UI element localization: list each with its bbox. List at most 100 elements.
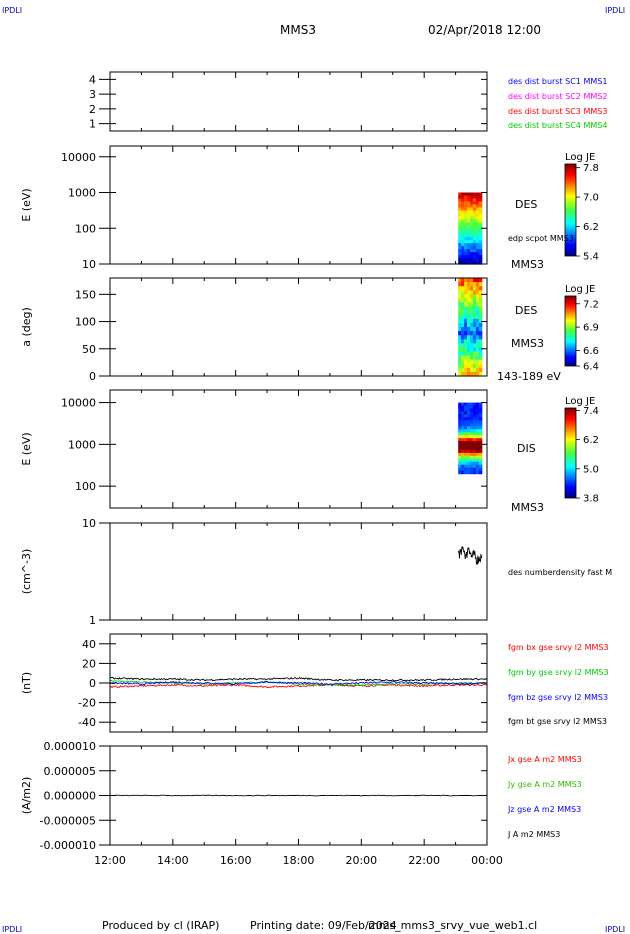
dis-energy-cell [464, 438, 468, 442]
dis-energy-cell [458, 405, 462, 410]
des-energy-cell [472, 237, 477, 241]
des-pitch-cell [475, 298, 480, 304]
dis-energy-cell [470, 467, 474, 472]
magnetic-field-ytick-label: 20 [82, 657, 96, 670]
des-energy-cell [464, 216, 468, 220]
des-pitch-cell [467, 322, 471, 328]
dis-energy-cell [478, 461, 483, 466]
des-pitch-cell [470, 363, 474, 369]
des-pitch-cell [475, 327, 480, 332]
footer-printing-date: Printing date: 09/Feb/2024 [250, 919, 397, 932]
des-pitch-cell [461, 331, 465, 336]
des-energy-cell [470, 213, 474, 217]
des-energy-cell [472, 225, 477, 229]
dis-energy-cell [478, 417, 483, 421]
current-density-legend-entry: Jy gse A m2 MMS3 [507, 780, 582, 789]
dis-energy-cell [461, 405, 465, 410]
des-pitch-cell [458, 343, 462, 348]
des-energy-cell [461, 207, 465, 211]
dis-energy-cell [475, 449, 480, 454]
des-energy-cell [458, 198, 462, 203]
dis-energy-cell [467, 411, 471, 416]
des-energy-cell [458, 261, 462, 265]
des-energy-cell [478, 228, 483, 232]
magnetic-field-legend-entry: fgm bx gse srvy l2 MMS3 [508, 643, 609, 652]
des-energy-cell [461, 204, 465, 208]
des-pitch-cell [470, 359, 474, 365]
dis-energy-cell [472, 455, 477, 460]
dis-energy-cell [475, 446, 480, 451]
dis-energy-cell [470, 438, 474, 442]
des-energy-cell [475, 258, 480, 262]
des-energy-cell [472, 204, 477, 208]
header-spacecraft: MMS3 [280, 23, 316, 37]
dis-energy-cell [461, 444, 465, 448]
des-energy-colorbar-tick-label: 6.2 [583, 222, 599, 233]
des-pitch-cell [470, 322, 474, 328]
dis-energy-cell [467, 467, 471, 472]
des-pitch-cell [467, 278, 471, 283]
des-energy-cell [470, 201, 474, 205]
magnetic-field-series-line [109, 679, 488, 687]
dis-energy-cell [470, 405, 474, 410]
des-energy-cell [458, 219, 462, 223]
des-pitch-cell [458, 282, 462, 287]
des-energy-cell [461, 234, 465, 238]
des-energy-cell [475, 237, 480, 241]
dis-energy-cell [472, 441, 477, 445]
dis-energy-cell [470, 461, 474, 466]
des-energy-cell [478, 258, 483, 262]
current-density-series-line [110, 794, 488, 797]
des-energy-cell [470, 243, 474, 247]
des-energy-cell [472, 219, 477, 223]
des-energy-cell [467, 261, 471, 265]
des-pitch-cell [475, 322, 480, 328]
des-pitch-cell [467, 339, 471, 344]
des-energy-ytick-label: 1000 [68, 187, 96, 200]
des-pitch-cell [467, 367, 471, 373]
des-pitch-cell [472, 282, 477, 287]
des-energy-cell [478, 198, 483, 203]
corner-label-bottom-left: IPDLI [2, 925, 22, 934]
dis-energy-cell [467, 426, 471, 430]
header-datetime: 02/Apr/2018 12:00 [428, 23, 541, 37]
des-energy-cell [467, 231, 471, 235]
dis-energy-cell [475, 452, 480, 457]
dis-energy-cell [470, 458, 474, 463]
des-pitch-cell [461, 278, 465, 283]
des-energy-cell [478, 195, 483, 200]
des-energy-cell [467, 207, 471, 211]
des-pitch-cell [458, 278, 462, 283]
des-pitch-cell [470, 331, 474, 336]
des-pitch-cell [458, 327, 462, 332]
des-pitch-cell [461, 327, 465, 332]
des-pitch-cell [470, 355, 474, 361]
des-energy-cell [475, 252, 480, 256]
dis-energy-cell [472, 449, 477, 454]
des-pitch-cell [464, 355, 468, 361]
des-pitch-cell [472, 343, 477, 348]
des-energy-cell [464, 243, 468, 247]
des-energy-cell [464, 201, 468, 205]
dis-energy-cell [478, 423, 483, 427]
dis-energy-cell [470, 449, 474, 454]
des-pitch-cell [475, 335, 480, 340]
des-energy-cell [475, 249, 480, 253]
des-energy-colorbar [564, 163, 577, 257]
dis-energy-cell [475, 461, 480, 466]
dis-energy-ylabel: E (eV) [20, 432, 33, 465]
des-pitch-cell [458, 351, 462, 357]
des-pitch-cell [458, 347, 462, 353]
des-energy-cell [478, 207, 483, 211]
des-energy-cell [472, 207, 477, 211]
dis-energy-cell [472, 470, 477, 475]
dis-energy-cell [464, 452, 468, 457]
des-pitch-cell [475, 339, 480, 344]
des-pitch-colorbar-tick-label: 6.9 [583, 323, 599, 334]
des-pitch-cell [478, 322, 483, 328]
des-energy-cell [475, 222, 480, 226]
des-energy-cell [464, 219, 468, 223]
des-pitch-cell [470, 286, 474, 291]
des-energy-ytick-label: 10 [82, 258, 96, 271]
